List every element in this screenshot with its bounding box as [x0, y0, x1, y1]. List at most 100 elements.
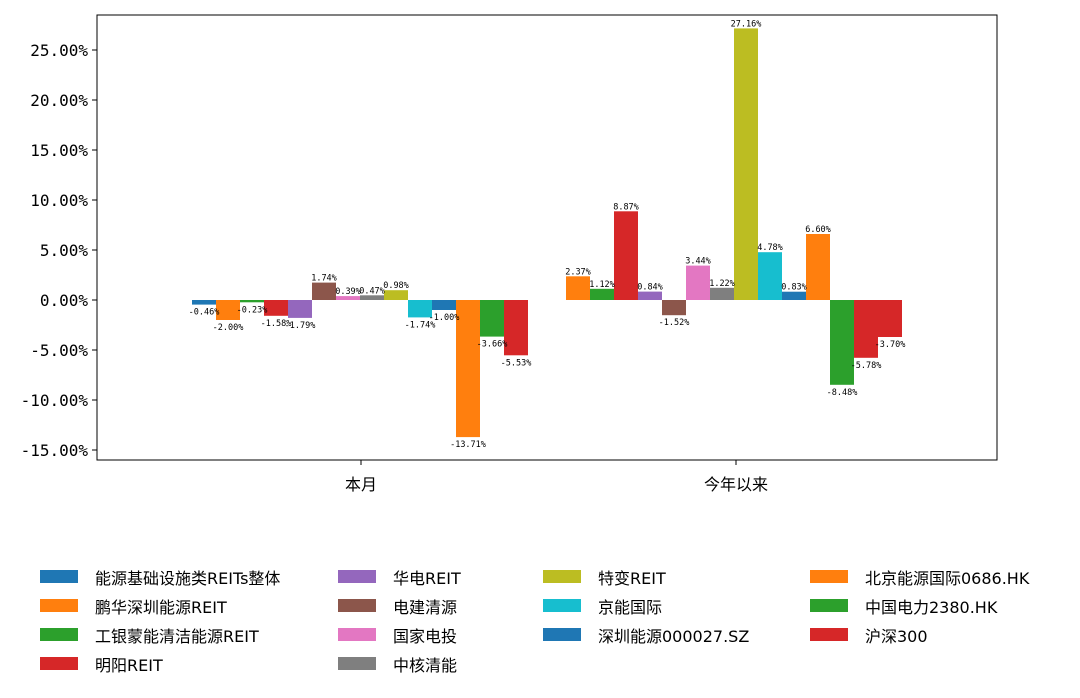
legend-item: 北京能源国际0686.HK [810, 562, 1029, 591]
legend-swatch [810, 570, 848, 583]
bar [878, 300, 902, 337]
data-label: 0.98% [383, 281, 409, 291]
bar [806, 234, 830, 300]
data-label: -0.46% [189, 308, 220, 318]
data-label: 6.60% [805, 225, 831, 235]
y-tick-label: 25.00% [30, 41, 88, 60]
bar [758, 252, 782, 300]
bar [854, 300, 878, 358]
bar [360, 295, 384, 300]
x-category-label: 本月 [345, 475, 377, 494]
legend-label: 工银蒙能清洁能源REIT [95, 626, 259, 646]
data-label: 0.47% [359, 286, 385, 296]
y-tick-label: -10.00% [21, 391, 89, 410]
legend-swatch [543, 628, 581, 641]
bar-chart: -0.46% -2.00% 2.37% -0.23% 1.12% -1.58% 8.87% -… [21, 14, 998, 494]
legend-item: 能源基础设施类REITs整体 [40, 562, 280, 591]
legend-swatch [40, 657, 78, 670]
bar [734, 28, 758, 301]
bar [590, 288, 614, 300]
data-label: 27.16% [731, 19, 762, 29]
legend-swatch [338, 628, 376, 641]
data-label: 0.39% [335, 287, 361, 297]
legend-item: 电建清源 [338, 591, 461, 620]
legend-column-1: 能源基础设施类REITs整体 鹏华深圳能源REIT 工银蒙能清洁能源REIT 明阳RE… [40, 562, 280, 678]
legend-label: 能源基础设施类REITs整体 [95, 568, 281, 588]
legend-item: 鹏华深圳能源REIT [40, 591, 280, 620]
data-label: 1.74% [311, 274, 337, 284]
y-tick-label: 0.00% [40, 291, 89, 310]
y-tick-label: 15.00% [30, 141, 88, 160]
legend-swatch [338, 657, 376, 670]
legend-label: 鹏华深圳能源REIT [95, 597, 227, 617]
legend-swatch [338, 570, 376, 583]
bar [312, 282, 336, 300]
legend-label: 电建清源 [393, 597, 458, 617]
legend-swatch [40, 599, 78, 612]
bar [384, 290, 408, 300]
legend-label: 国家电投 [393, 626, 458, 646]
bar [456, 300, 480, 438]
data-label: -3.70% [875, 340, 906, 350]
bar [288, 300, 312, 318]
legend-swatch [810, 599, 848, 612]
legend-label: 明阳REIT [95, 655, 163, 675]
legend-item: 中核清能 [338, 649, 461, 678]
legend-column-3: 特变REIT 京能国际深圳能源000027.SZ [543, 562, 749, 649]
data-label: 1.12% [589, 280, 615, 290]
bar [638, 291, 662, 300]
legend-column-2: 华电REIT 电建清源国家电投中核清能 [338, 562, 461, 678]
legend-label: 华电REIT [393, 568, 461, 588]
legend-swatch [40, 570, 78, 583]
legend-label: 深圳能源000027.SZ [598, 626, 750, 646]
bar [432, 300, 456, 310]
legend-item: 深圳能源000027.SZ [543, 620, 749, 649]
bar [240, 300, 264, 303]
legend-item: 沪深300 [810, 620, 1029, 649]
legend-swatch [338, 599, 376, 612]
data-label: -5.53% [501, 358, 532, 368]
legend-swatch [40, 628, 78, 641]
legend: 能源基础设施类REITs整体 鹏华深圳能源REIT 工银蒙能清洁能源REIT 明阳RE… [30, 562, 1070, 692]
data-label: -1.00% [429, 313, 460, 323]
bar [504, 300, 528, 356]
bar [662, 300, 686, 316]
legend-item: 明阳REIT [40, 649, 280, 678]
y-tick-label: -15.00% [21, 441, 89, 460]
data-label: 8.87% [613, 202, 639, 212]
bar [336, 296, 360, 300]
legend-label: 沪深300 [865, 626, 928, 646]
bars-group [192, 28, 902, 438]
legend-column-4: 北京能源国际0686.HK 中国电力2380.HK 沪深300 [810, 562, 1029, 649]
legend-item: 京能国际 [543, 591, 749, 620]
bar [686, 265, 710, 300]
legend-swatch [543, 570, 581, 583]
data-label: -8.48% [827, 388, 858, 398]
bar [830, 300, 854, 385]
legend-item: 特变REIT [543, 562, 749, 591]
data-label: -13.71% [450, 440, 486, 450]
bar [408, 300, 432, 318]
bar [782, 291, 806, 300]
data-label: 0.83% [781, 283, 807, 293]
data-label: -5.78% [851, 361, 882, 371]
data-label: 1.22% [709, 279, 735, 289]
legend-swatch [810, 628, 848, 641]
legend-label: 特变REIT [598, 568, 666, 588]
y-tick-label: 5.00% [40, 241, 89, 260]
x-category-label: 今年以来 [704, 475, 768, 494]
bar [710, 287, 734, 300]
bar [192, 300, 216, 305]
y-tick-label: -5.00% [30, 341, 88, 360]
data-label: -2.00% [213, 323, 244, 333]
data-labels-group: -0.46% -2.00% 2.37% -0.23% 1.12% -1.58% 8.87% -… [189, 19, 906, 450]
data-label: -1.58% [261, 319, 292, 329]
legend-label: 北京能源国际0686.HK [865, 568, 1030, 588]
y-tick-label: 10.00% [30, 191, 88, 210]
data-label: -3.66% [477, 340, 508, 350]
plot-frame [96, 14, 998, 461]
data-label: -1.79% [285, 321, 316, 331]
y-axis: -15.00% -10.00% -5.00% 0.00% 5.00% 10.00% 15.0… [21, 41, 97, 460]
data-label: -1.52% [659, 318, 690, 328]
y-tick-label: 20.00% [30, 91, 88, 110]
